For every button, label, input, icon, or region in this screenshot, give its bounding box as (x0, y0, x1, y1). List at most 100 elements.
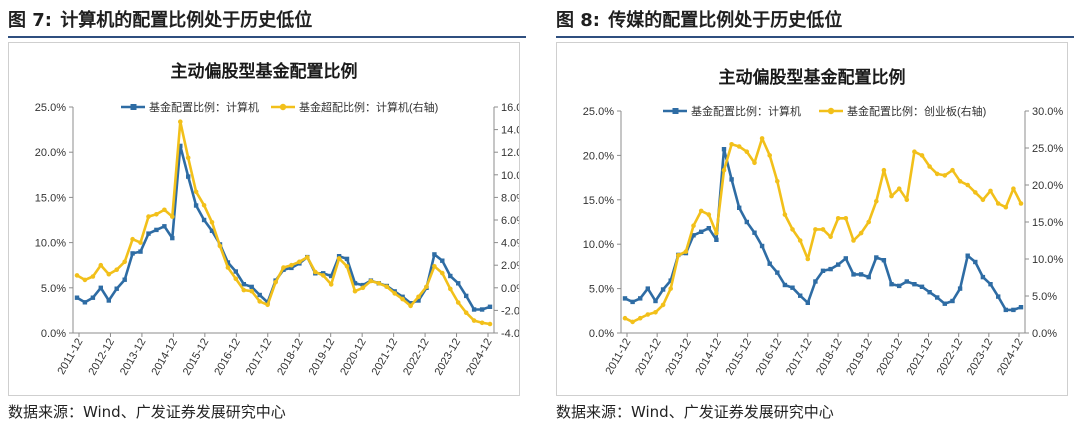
data-point (912, 282, 917, 287)
data-point (622, 296, 628, 301)
y-right-tick-label: 25.0% (1032, 143, 1063, 155)
x-tick-label: 2024-12 (464, 337, 495, 378)
data-point (889, 193, 894, 199)
data-point (241, 282, 246, 287)
data-point (980, 197, 986, 203)
data-point (638, 296, 643, 301)
figure-7-heading: 计算机的配置比例处于历史低位 (60, 10, 313, 31)
legend-swatch-marker (672, 108, 679, 114)
x-tick-label: 2018-12 (814, 337, 845, 378)
figure-7-title: 图 7: 计算机的配置比例处于历史低位 (8, 6, 312, 32)
data-point (74, 295, 80, 300)
data-point (114, 286, 119, 291)
data-point (721, 167, 727, 173)
y-left-tick-label: 20.0% (583, 150, 614, 162)
x-tick-label: 2016-12 (754, 337, 785, 378)
data-point (305, 255, 310, 260)
data-point (249, 288, 254, 294)
chart-title: 主动偏股型基金配置比例 (719, 67, 906, 87)
data-point (233, 276, 239, 282)
x-tick-label: 2023-12 (965, 337, 996, 378)
data-point (691, 233, 696, 238)
figure-8-title-rule (556, 36, 1074, 38)
x-tick-label: 2014-12 (693, 337, 724, 378)
data-point (360, 285, 366, 291)
data-point (950, 167, 955, 173)
data-point (988, 282, 993, 287)
data-point (759, 136, 765, 141)
x-tick-label: 2012-12 (86, 337, 117, 378)
data-point (281, 265, 286, 270)
data-point (257, 299, 262, 304)
data-point (90, 274, 96, 279)
data-point (336, 256, 342, 261)
data-point (973, 259, 978, 265)
data-point (927, 290, 932, 295)
data-point (919, 153, 925, 158)
data-point (957, 286, 963, 291)
data-point (257, 292, 262, 298)
data-point (201, 203, 207, 208)
data-point (889, 282, 894, 287)
y-right-tick-label: 0.0% (1032, 328, 1057, 340)
data-point (487, 321, 493, 327)
y-left-tick-label: 10.0% (35, 238, 66, 250)
data-point (721, 147, 727, 152)
y-left-tick-label: 15.0% (35, 192, 66, 204)
data-point (416, 294, 421, 300)
data-point (805, 300, 810, 305)
legend-label: 基金配置比例：计算机 (149, 100, 259, 114)
data-point (851, 272, 856, 277)
data-point (950, 298, 955, 304)
data-point (352, 281, 358, 286)
data-point (759, 243, 765, 249)
data-point (448, 286, 453, 292)
data-point (957, 179, 963, 184)
data-point (313, 269, 318, 275)
x-tick-label: 2019-12 (307, 337, 338, 378)
data-point (797, 238, 803, 243)
data-point (352, 288, 358, 294)
data-point (146, 214, 151, 219)
y-left-tick-label: 25.0% (35, 102, 66, 114)
data-point (698, 208, 704, 214)
data-point (98, 285, 103, 290)
data-point (858, 230, 864, 236)
data-point (130, 236, 135, 242)
data-point (706, 226, 711, 231)
data-point (106, 298, 111, 303)
x-tick-label: 2021-12 (905, 337, 936, 378)
data-point (328, 282, 334, 287)
data-point (265, 302, 270, 308)
y-right-tick-label: -2.0% (501, 305, 519, 317)
chart-panel-1: 主动偏股型基金配置比例 0.0% 5.0% 10.0% 15.0% 20.0% 25.0% -… (8, 42, 520, 396)
data-point (744, 149, 750, 154)
data-point (225, 260, 231, 265)
x-tick-label: 2018-12 (275, 337, 306, 378)
data-point (209, 220, 215, 225)
data-point (660, 302, 666, 308)
data-point (193, 189, 199, 195)
y-left-tick-label: 0.0% (589, 328, 614, 340)
data-point (209, 228, 215, 233)
data-point (881, 167, 887, 173)
chart-title: 主动偏股型基金配置比例 (171, 61, 358, 81)
data-point (1011, 186, 1016, 191)
data-point (217, 243, 223, 249)
data-point (653, 310, 658, 315)
data-point (432, 264, 437, 269)
x-tick-label: 2011-12 (55, 337, 85, 377)
data-point (408, 301, 413, 306)
y-right-tick-label: 16.0% (501, 102, 519, 114)
x-tick-label: 2020-12 (338, 337, 369, 378)
data-point (896, 186, 902, 191)
data-point (942, 173, 948, 178)
data-point (965, 253, 970, 258)
data-point (858, 272, 864, 277)
data-point (424, 284, 429, 289)
data-point (162, 207, 167, 213)
data-point (866, 274, 871, 280)
data-point (455, 300, 461, 305)
data-point (408, 303, 413, 309)
y-right-tick-label: 5.0% (1032, 291, 1057, 303)
